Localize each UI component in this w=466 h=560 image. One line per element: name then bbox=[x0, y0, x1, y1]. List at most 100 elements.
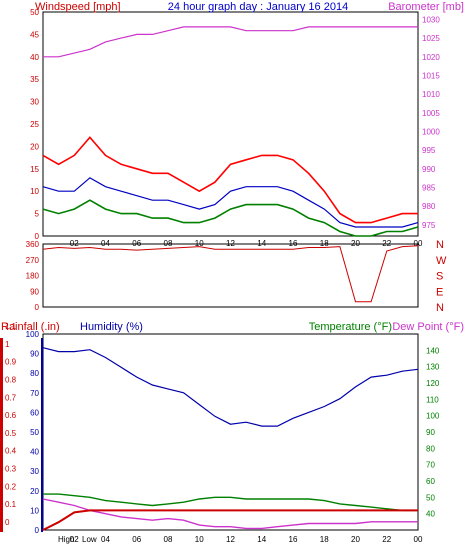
wind-gust-line bbox=[42, 136, 418, 224]
temperature-axis-title: Temperature (°F) bbox=[309, 321, 392, 333]
wind-x-tick: 00 bbox=[414, 239, 423, 248]
windspeed-tick: 0 bbox=[35, 232, 40, 241]
data-series bbox=[42, 26, 419, 531]
bottom-x-tick: 02 bbox=[70, 535, 79, 544]
windspeed-tick: 10 bbox=[30, 187, 39, 196]
rainfall-tick: 0.9 bbox=[5, 358, 17, 367]
barometer-tick: 1000 bbox=[422, 127, 440, 136]
windspeed-tick: 45 bbox=[30, 30, 39, 39]
bottom-x-tick: 20 bbox=[351, 535, 360, 544]
temperature-tick: 140 bbox=[426, 346, 440, 355]
compass-label: N bbox=[436, 239, 444, 251]
windspeed-tick: 50 bbox=[30, 8, 39, 17]
barometer-tick: 1010 bbox=[422, 90, 440, 99]
direction-tick: 180 bbox=[26, 272, 40, 281]
wind-x-tick: 02 bbox=[70, 239, 79, 248]
direction-tick: 360 bbox=[26, 240, 40, 249]
compass-label: W bbox=[436, 255, 447, 267]
temperature-tick: 110 bbox=[426, 395, 439, 404]
rainfall-tick: 0.1 bbox=[5, 500, 17, 509]
humidity-line bbox=[42, 347, 419, 427]
barometer-tick: 1025 bbox=[422, 34, 440, 43]
direction-tick: 0 bbox=[35, 303, 40, 312]
barometer-tick: 1020 bbox=[422, 53, 440, 62]
bottom-x-tick: 16 bbox=[289, 535, 298, 544]
rainfall-tick: 0.3 bbox=[5, 465, 17, 474]
bottom-x-tick: 22 bbox=[382, 535, 391, 544]
wind-direction-line bbox=[42, 245, 419, 303]
rainfall-tick: 0.7 bbox=[5, 393, 17, 402]
barometer-tick: 1015 bbox=[422, 71, 440, 80]
rainfall-axis-title: Rainfall (.in) bbox=[1, 321, 60, 333]
bottom-x-tick: 06 bbox=[132, 535, 141, 544]
bottom-x-tick: 10 bbox=[195, 535, 204, 544]
windspeed-tick: 5 bbox=[35, 210, 40, 219]
barometer-tick: 980 bbox=[422, 202, 436, 211]
rainfall-tick: 0 bbox=[5, 518, 10, 527]
wind-x-tick: 08 bbox=[164, 239, 173, 248]
wind-x-tick: 04 bbox=[101, 239, 110, 248]
windspeed-tick: 15 bbox=[30, 165, 39, 174]
humidity-axis-title: Humidity (%) bbox=[80, 321, 143, 333]
barometer-line bbox=[43, 26, 418, 58]
wind-avg-line bbox=[42, 199, 419, 237]
humidity-tick: 20 bbox=[30, 487, 39, 496]
temperature-tick: 60 bbox=[426, 477, 435, 486]
barometer-tick: 990 bbox=[422, 165, 436, 174]
rainfall-tick: 0.5 bbox=[5, 429, 17, 438]
direction-tick: 90 bbox=[30, 287, 39, 296]
bottom-x-tick: 08 bbox=[164, 535, 173, 544]
wind-x-tick: 16 bbox=[289, 239, 298, 248]
bottom-x-tick: 14 bbox=[257, 535, 266, 544]
wind-x-tick: 12 bbox=[226, 239, 235, 248]
temperature-tick: 130 bbox=[426, 363, 440, 372]
bottom-x-tick: 18 bbox=[320, 535, 329, 544]
rainfall-tick: 0.4 bbox=[5, 447, 17, 456]
humidity-tick: 90 bbox=[30, 350, 39, 359]
rainfall-tick: 1 bbox=[5, 340, 10, 349]
barometer-tick: 1030 bbox=[422, 15, 440, 24]
compass-label: E bbox=[436, 286, 443, 298]
temperature-line bbox=[43, 493, 418, 512]
temperature-tick: 90 bbox=[426, 428, 435, 437]
temperature-tick: 100 bbox=[426, 412, 440, 421]
bottom-x-tick: 00 bbox=[414, 535, 423, 544]
rainfall-axis-bar bbox=[0, 338, 3, 532]
temperature-tick: 40 bbox=[426, 510, 435, 519]
temperature-tick: 120 bbox=[426, 379, 440, 388]
rainfall-line bbox=[42, 509, 418, 531]
direction-panel-frame bbox=[42, 243, 419, 308]
humidity-tick: 10 bbox=[30, 506, 39, 515]
humidity-tick: 100 bbox=[26, 330, 40, 339]
humidity-tick: 30 bbox=[30, 467, 39, 476]
temperature-tick: 80 bbox=[426, 444, 435, 453]
high-label: High bbox=[58, 535, 74, 544]
barometer-tick: 975 bbox=[422, 221, 436, 230]
humidity-tick: 80 bbox=[30, 369, 39, 378]
compass-label: N bbox=[436, 302, 444, 314]
wind-panel-frame bbox=[42, 11, 419, 237]
rainfall-tick: 0.8 bbox=[5, 375, 17, 384]
humidity-tick: 50 bbox=[30, 428, 39, 437]
rainfall-tick: 0.2 bbox=[5, 482, 17, 491]
dewpoint-line bbox=[42, 498, 418, 530]
barometer-tick: 985 bbox=[422, 183, 436, 192]
low-label: Low bbox=[82, 535, 97, 544]
annotations: High Low bbox=[58, 535, 97, 544]
windspeed-tick: 35 bbox=[30, 75, 39, 84]
bottom-x-tick: 12 bbox=[226, 535, 235, 544]
compass-label: S bbox=[436, 271, 443, 283]
windspeed-tick: 30 bbox=[30, 98, 39, 107]
wind-x-tick: 18 bbox=[320, 239, 329, 248]
temperature-tick: 70 bbox=[426, 461, 435, 470]
windspeed-axis-title: Windspeed [mph] bbox=[35, 1, 121, 13]
rainfall-tick: 0.6 bbox=[5, 411, 17, 420]
windspeed-tick: 25 bbox=[30, 120, 39, 129]
bottom-x-tick: 04 bbox=[101, 535, 110, 544]
windspeed-tick: 40 bbox=[30, 53, 39, 62]
humidity-axis-bar bbox=[41, 338, 43, 532]
temperature-tick: 50 bbox=[426, 493, 435, 502]
wind-x-tick: 10 bbox=[195, 239, 204, 248]
humidity-tick: 70 bbox=[30, 389, 39, 398]
